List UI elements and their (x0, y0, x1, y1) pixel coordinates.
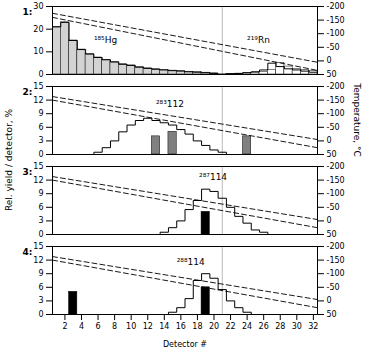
svg-text:-50: -50 (327, 203, 340, 212)
svg-text:14: 14 (159, 322, 169, 331)
svg-text:10: 10 (33, 47, 43, 56)
svg-text:-150: -150 (327, 176, 345, 185)
svg-text:15: 15 (33, 242, 43, 251)
svg-text:-150: -150 (327, 256, 345, 265)
svg-text:-50: -50 (327, 43, 340, 52)
svg-text:0: 0 (38, 70, 43, 79)
svg-text:-50: -50 (327, 123, 340, 132)
svg-text:3: 3 (38, 136, 43, 145)
svg-text:12: 12 (33, 96, 43, 105)
svg-text:-200: -200 (327, 242, 345, 251)
svg-text:6: 6 (38, 123, 43, 132)
svg-text:50: 50 (327, 150, 337, 159)
svg-text:3: 3 (38, 216, 43, 225)
svg-text:15: 15 (33, 82, 43, 91)
svg-text:9: 9 (38, 189, 43, 198)
svg-text:18: 18 (192, 322, 202, 331)
svg-text:-150: -150 (327, 16, 345, 25)
svg-text:50: 50 (327, 310, 337, 319)
svg-text:²⁸⁸114: ²⁸⁸114 (177, 257, 205, 267)
svg-text:15: 15 (33, 162, 43, 171)
svg-text:20: 20 (209, 322, 219, 331)
svg-text:2: 2 (62, 322, 67, 331)
svg-text:¹⁸⁵Hg: ¹⁸⁵Hg (94, 35, 117, 45)
svg-text:30: 30 (33, 2, 43, 11)
svg-text:0: 0 (38, 150, 43, 159)
svg-text:32: 32 (308, 322, 318, 331)
svg-text:8: 8 (112, 322, 117, 331)
svg-text:²⁸³112: ²⁸³112 (156, 99, 184, 109)
svg-text:24: 24 (242, 322, 252, 331)
svg-text:0: 0 (327, 56, 332, 65)
svg-text:9: 9 (38, 109, 43, 118)
svg-text:0: 0 (38, 310, 43, 319)
svg-text:50: 50 (327, 70, 337, 79)
html-text:Rel. yield / detector, %: Rel. yield / detector, % (4, 108, 14, 212)
svg-text:4: 4 (79, 322, 84, 331)
svg-text:-200: -200 (327, 82, 345, 91)
svg-text:4:: 4: (23, 247, 33, 257)
svg-text:0: 0 (38, 230, 43, 239)
svg-text:-200: -200 (327, 162, 345, 171)
svg-text:-100: -100 (327, 189, 345, 198)
svg-text:-150: -150 (327, 96, 345, 105)
svg-text:-100: -100 (327, 29, 345, 38)
svg-text:3: 3 (38, 296, 43, 305)
svg-text:6: 6 (38, 283, 43, 292)
svg-text:²¹⁹Rn: ²¹⁹Rn (247, 35, 270, 45)
svg-text:12: 12 (33, 256, 43, 265)
svg-text:-50: -50 (327, 283, 340, 292)
svg-text:12: 12 (33, 176, 43, 185)
svg-text:16: 16 (176, 322, 186, 331)
svg-text:12: 12 (143, 322, 153, 331)
svg-text:-200: -200 (327, 2, 345, 11)
svg-text:2:: 2: (23, 87, 33, 97)
svg-text:6: 6 (96, 322, 101, 331)
svg-text:0: 0 (327, 136, 332, 145)
svg-text:²⁸⁷114: ²⁸⁷114 (199, 172, 227, 182)
svg-text:-100: -100 (327, 269, 345, 278)
svg-text:1:: 1: (23, 7, 33, 17)
svg-text:3:: 3: (23, 167, 33, 177)
svg-text:30: 30 (292, 322, 302, 331)
svg-text:26: 26 (259, 322, 269, 331)
svg-text:28: 28 (275, 322, 285, 331)
svg-text:Detector #: Detector # (163, 340, 207, 349)
svg-text:22: 22 (225, 322, 235, 331)
svg-text:9: 9 (38, 269, 43, 278)
svg-text:20: 20 (33, 25, 43, 34)
svg-text:0: 0 (327, 216, 332, 225)
svg-text:-100: -100 (327, 109, 345, 118)
svg-text:50: 50 (327, 230, 337, 239)
html-text:Temperature, °C: Temperature, °C (352, 83, 362, 157)
svg-text:6: 6 (38, 203, 43, 212)
svg-text:10: 10 (126, 322, 136, 331)
svg-text:0: 0 (327, 296, 332, 305)
